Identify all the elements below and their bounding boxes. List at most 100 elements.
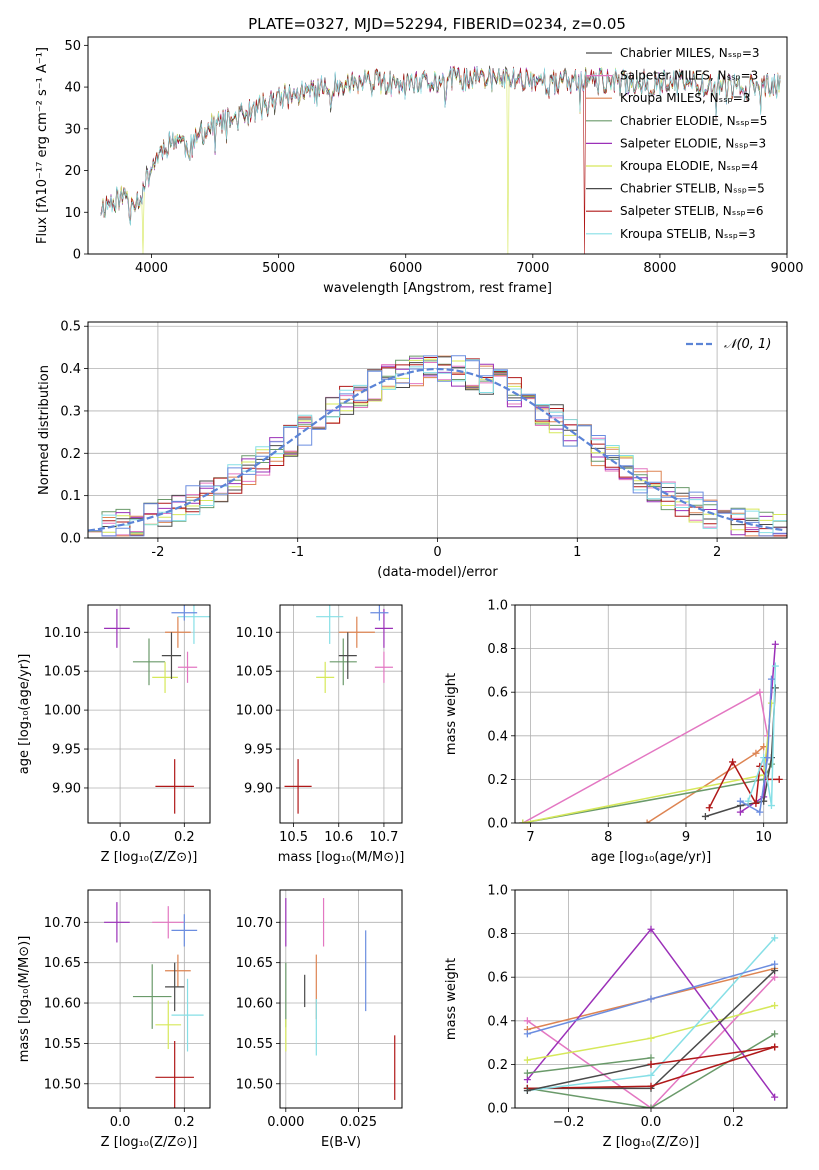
weight-marker: [756, 688, 764, 696]
weight-marker: [705, 804, 713, 812]
mass_vs_Z-frame: [87, 889, 211, 1109]
weight-marker: [752, 749, 760, 757]
weight-marker: [523, 1056, 531, 1064]
mass_vs_ebv-frame: [279, 889, 403, 1109]
y-axis-label: mass weight: [444, 673, 459, 755]
x-tick-label: 9: [682, 830, 690, 845]
weight-marker: [729, 758, 737, 766]
weight_vs_age-lines: [519, 640, 783, 823]
weight-marker: [771, 662, 779, 670]
y-tick-label: 10.00: [44, 704, 81, 719]
x-tick-label: 0.2: [723, 1115, 744, 1130]
weight-marker: [647, 1104, 655, 1108]
weight-marker: [771, 1043, 779, 1051]
y-tick-label: 0.4: [487, 1014, 508, 1029]
weight-marker: [771, 640, 779, 648]
age_vs_Z-frame: [87, 604, 211, 824]
y-tick-label: 0: [73, 248, 81, 263]
y-tick-label: 0.6: [487, 971, 508, 986]
x-tick-label: 8000: [643, 261, 676, 276]
x-tick-label: 1: [573, 545, 581, 560]
y-tick-label: 10.00: [236, 704, 273, 719]
x-axis-label: mass [log₁₀(M/M⊙)]: [278, 850, 405, 865]
weight-marker: [519, 819, 527, 823]
spectrum-lines: [100, 65, 781, 254]
weight-series-10: [527, 1063, 652, 1092]
x-tick-label: 0.025: [340, 1115, 377, 1130]
weight-marker: [523, 1017, 531, 1025]
x-axis-label: (data-model)/error: [377, 565, 498, 580]
x-tick-label: 9000: [770, 261, 803, 276]
legend-entry: Chabrier STELIB, Nₛₛₚ=5: [620, 182, 765, 196]
y-tick-label: 0.2: [487, 773, 508, 788]
x-axis-label: Z [log₁₀(Z/Z⊙)]: [101, 1135, 198, 1150]
residual-histograms: [88, 355, 787, 537]
weight-marker: [523, 1030, 531, 1038]
weight_vs_age-axes: [511, 604, 787, 827]
weight-series-2: [522, 763, 773, 823]
legend-entry: 𝒩(0, 1): [724, 337, 771, 352]
weight-marker: [523, 1076, 531, 1084]
weight-marker: [771, 1002, 779, 1010]
weight-series-8: [740, 679, 773, 814]
weight-marker: [647, 1060, 655, 1068]
y-tick-label: 50: [64, 39, 81, 54]
legend-entry: Chabrier MILES, Nₛₛₚ=3: [620, 46, 760, 60]
y-tick-label: 10.60: [236, 997, 273, 1012]
weight-series-5: [705, 687, 777, 818]
x-tick-label: −0.2: [553, 1115, 585, 1130]
y-tick-label: 10.55: [44, 1037, 81, 1052]
mass_vs_ebv-axes: [276, 890, 402, 1112]
y-tick-label: 40: [64, 81, 81, 96]
y-tick-label: 0.4: [487, 729, 508, 744]
x-tick-label: 4000: [135, 261, 168, 276]
age_vs_Z-axes: [84, 605, 210, 827]
weight-marker: [736, 808, 744, 816]
weight-marker: [647, 1082, 655, 1090]
weight-marker: [736, 797, 744, 805]
x-tick-label: 10.6: [324, 830, 353, 845]
weight-marker: [771, 934, 779, 942]
x-tick-label: 2: [713, 545, 721, 560]
age_vs_mass-points: [284, 605, 393, 814]
y-tick-label: 10: [64, 206, 81, 221]
y-tick-label: 10.05: [236, 665, 273, 680]
weight-marker: [647, 1071, 655, 1079]
age_vs_mass-axes: [276, 605, 402, 827]
weight-marker: [767, 802, 775, 810]
weight-marker: [767, 675, 775, 683]
spectrum-series-7: [100, 65, 781, 254]
y-tick-label: 10.65: [236, 956, 273, 971]
weight-marker: [775, 775, 783, 783]
y-tick-label: 0.2: [60, 447, 81, 462]
histogram-series-1: [88, 355, 787, 537]
weight-marker: [647, 1054, 655, 1062]
y-tick-label: 9.95: [52, 743, 81, 758]
y-tick-label: 30: [64, 122, 81, 137]
y-tick-label: 0.4: [60, 362, 81, 377]
weight_vs_Z-axes: [511, 889, 787, 1112]
mass_vs_Z-axes: [84, 890, 210, 1112]
legend-entry: Salpeter STELIB, Nₛₛₚ=6: [620, 204, 764, 218]
y-axis-label: mass [log₁₀(M/M⊙)]: [17, 936, 32, 1063]
y-axis-label: age [log₁₀(age/yr)]: [17, 654, 32, 775]
y-tick-label: 0.1: [60, 489, 81, 504]
legend-entry: Chabrier ELODIE, Nₛₛₚ=5: [620, 114, 767, 128]
weight_vs_Z-lines: [523, 925, 779, 1108]
y-tick-label: 1.0: [487, 884, 508, 899]
weight-series-4: [522, 703, 773, 823]
mass_vs_ebv-points: [285, 898, 396, 1100]
weight-series-9: [527, 1057, 652, 1074]
y-tick-label: 0.8: [487, 927, 508, 942]
weight_vs_age-frame: [514, 604, 788, 824]
weight-marker: [643, 819, 651, 823]
y-tick-label: 0.6: [487, 686, 508, 701]
age_vs_Z-points: [104, 605, 210, 814]
weight-series-2: [527, 1033, 775, 1108]
y-tick-label: 0.8: [487, 642, 508, 657]
age_vs_mass-frame: [279, 604, 403, 824]
y-tick-label: 10.05: [44, 665, 81, 680]
y-tick-label: 0.2: [487, 1058, 508, 1073]
mass_vs_Z-points: [104, 902, 204, 1108]
weight-marker: [647, 925, 655, 933]
